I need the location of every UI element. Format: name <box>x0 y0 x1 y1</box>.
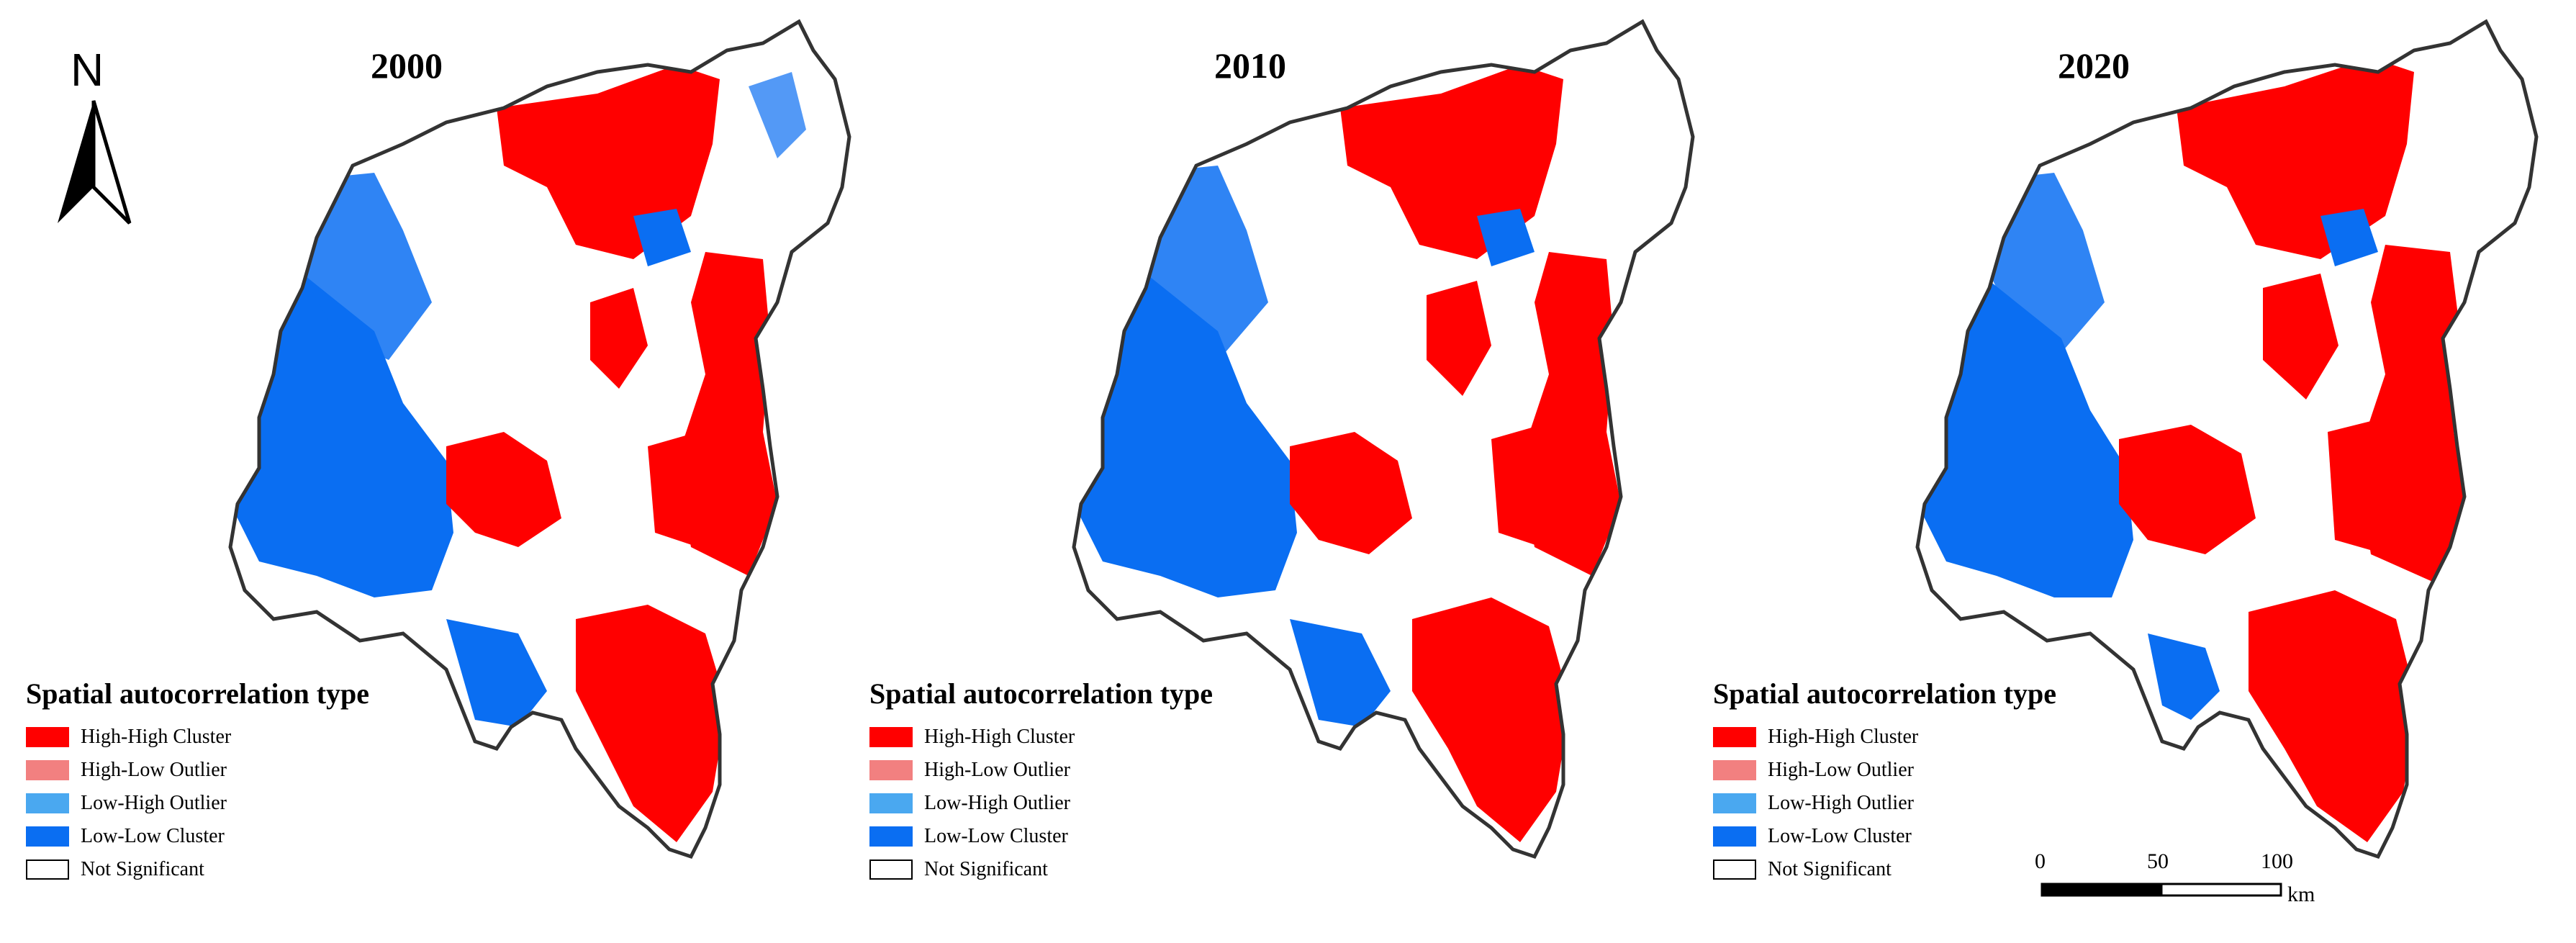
region-boundary <box>1915 19 2539 859</box>
legend-label: Not Significant <box>1768 858 1892 880</box>
year-title: 2020 <box>2058 45 2130 86</box>
legend-swatch <box>1713 826 1756 847</box>
legend-label: High-Low Outlier <box>1768 759 1914 781</box>
legend-title: Spatial autocorrelation type <box>26 677 370 710</box>
legend-item: Low-High Outlier <box>869 787 1213 820</box>
legend-item: High-High Cluster <box>26 721 369 754</box>
legend-item: Low-High Outlier <box>1713 787 2056 820</box>
legend-item: Low-Low Cluster <box>1713 820 2056 853</box>
legend-label: High-High Cluster <box>1768 726 1919 748</box>
low-low-cluster-region <box>230 274 453 597</box>
scale-tick-label: 0 <box>2035 849 2046 873</box>
legend-swatch <box>869 793 913 813</box>
scale-tick-label: 100 <box>2261 849 2293 873</box>
region-boundary <box>1072 19 1695 859</box>
legend-label: Low-Low Cluster <box>924 825 1068 847</box>
legend-item: Not Significant <box>26 853 369 886</box>
scale-unit: km <box>2287 883 2315 906</box>
legend-label: Low-Low Cluster <box>1768 825 1912 847</box>
legend-item: Not Significant <box>869 853 1213 886</box>
legend-swatch <box>869 826 913 847</box>
legend-swatch <box>26 760 69 780</box>
legend-swatch <box>1713 727 1756 747</box>
legend-swatch <box>26 793 69 813</box>
low-low-cluster-region <box>1917 281 2133 597</box>
region-boundary <box>228 19 851 859</box>
legend-swatch <box>869 859 913 880</box>
legend-swatch <box>26 859 69 880</box>
legend-swatch <box>26 826 69 847</box>
north-label: N <box>71 44 104 96</box>
legend-label: Low-Low Cluster <box>81 825 225 847</box>
legend-swatch <box>1713 760 1756 780</box>
map-2010 <box>1072 19 1695 859</box>
legend-label: Not Significant <box>81 858 204 880</box>
high-high-cluster-region <box>1340 65 1563 259</box>
scale-bar-graphic <box>2041 883 2282 897</box>
map-panel-2020: 2020 Spatial autocorrelation type High-H… <box>1687 0 2546 943</box>
legend: Spatial autocorrelation type High-High C… <box>26 677 369 886</box>
legend-title: Spatial autocorrelation type <box>1713 677 2057 710</box>
legend: Spatial autocorrelation type High-High C… <box>869 677 1213 886</box>
high-high-cluster-region <box>497 65 720 259</box>
legend-label: High-Low Outlier <box>924 759 1070 781</box>
legend-item: Low-High Outlier <box>26 787 369 820</box>
low-low-cluster-region <box>1074 274 1297 597</box>
map-panel-2000: 2000 Spatial autocorrelation type High-H… <box>0 0 859 943</box>
legend-item: Not Significant <box>1713 853 2056 886</box>
legend-label: Not Significant <box>924 858 1048 880</box>
year-title: 2010 <box>1214 45 1286 86</box>
map-panel-2010: 2010 Spatial autocorrelation type High-H… <box>844 0 1702 943</box>
legend-item: High-High Cluster <box>1713 721 2056 754</box>
legend-label: Low-High Outlier <box>81 792 227 814</box>
scale-bar: 0 50 100 km <box>2035 849 2328 914</box>
legend-item: High-High Cluster <box>869 721 1213 754</box>
legend-label: High-High Cluster <box>81 726 232 748</box>
year-title: 2000 <box>371 45 443 86</box>
legend-item: Low-Low Cluster <box>26 820 369 853</box>
high-high-cluster-region <box>2177 58 2414 259</box>
legend-label: Low-High Outlier <box>1768 792 1914 814</box>
legend-item: High-Low Outlier <box>869 754 1213 787</box>
north-arrow: N <box>50 43 137 230</box>
legend-label: High-High Cluster <box>924 726 1075 748</box>
scale-tick-label: 50 <box>2147 849 2169 873</box>
legend-item: High-Low Outlier <box>1713 754 2056 787</box>
legend-item: Low-Low Cluster <box>869 820 1213 853</box>
legend-swatch <box>1713 859 1756 880</box>
north-arrow-icon <box>58 100 132 225</box>
map-2020 <box>1915 19 2539 859</box>
legend-swatch <box>1713 793 1756 813</box>
legend-item: High-Low Outlier <box>26 754 369 787</box>
legend-label: High-Low Outlier <box>81 759 227 781</box>
legend-title: Spatial autocorrelation type <box>869 677 1214 710</box>
legend-swatch <box>26 727 69 747</box>
legend-label: Low-High Outlier <box>924 792 1070 814</box>
legend-swatch <box>869 727 913 747</box>
map-2000 <box>228 19 851 859</box>
legend: Spatial autocorrelation type High-High C… <box>1713 677 2056 886</box>
legend-swatch <box>869 760 913 780</box>
